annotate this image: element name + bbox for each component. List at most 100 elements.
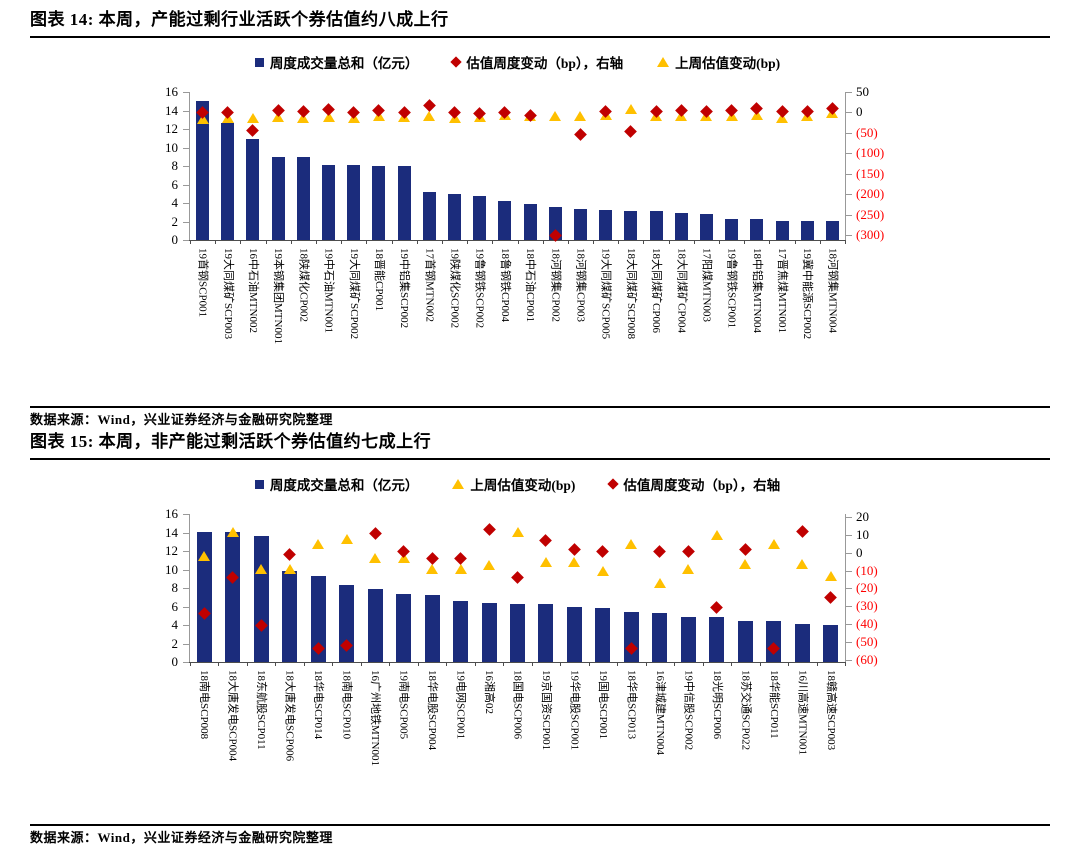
- x-axis-tick: [218, 662, 220, 666]
- bar: [725, 218, 739, 240]
- left-axis-tick-label: 12: [165, 543, 178, 558]
- x-axis-tick: [446, 662, 448, 666]
- triangle-marker: [272, 111, 285, 122]
- x-axis-tick: [275, 662, 277, 666]
- left-axis-tick-label: 2: [171, 213, 179, 229]
- bar: [481, 602, 497, 662]
- x-axis-tick: [845, 662, 846, 666]
- x-axis-label: 18大同煤矿SCP008: [624, 248, 637, 340]
- bar: [573, 208, 587, 240]
- x-axis-tick: [618, 240, 620, 244]
- x-axis-tick: [215, 240, 217, 244]
- right-axis-tick-label: (150): [856, 165, 885, 181]
- triangle-marker: [312, 538, 325, 549]
- triangle-marker: [255, 563, 268, 574]
- x-axis-label: 19鲁钢铁SCP002: [473, 248, 486, 329]
- triangle-marker: [423, 111, 436, 122]
- left-axis-tick: [183, 606, 189, 608]
- x-axis-label: 16中石油MTN002: [246, 248, 259, 333]
- x-axis-tick: [265, 240, 267, 244]
- right-axis-tick-label: (250): [856, 206, 885, 222]
- diamond-marker: [539, 534, 553, 547]
- left-axis-tick-label: 10: [165, 139, 178, 155]
- triangle-marker: [454, 563, 467, 574]
- legend-item: 上周估值变动(bp): [452, 474, 575, 494]
- x-axis-label: 18中铝集MTN004: [750, 248, 763, 333]
- x-axis-tick: [593, 240, 595, 244]
- right-axis-tick: [846, 132, 852, 134]
- figure-14-chart: 周度成交量总和（亿元） 估值周度变动（bp），右轴 上周估值变动(bp) 0 2 4 6 8 1…: [30, 38, 1050, 394]
- bar: [473, 195, 487, 240]
- x-axis-label: 17晋焦煤MTN001: [776, 248, 789, 333]
- x-axis-tick: [290, 240, 292, 244]
- left-axis-tick-label: 0: [171, 654, 179, 669]
- x-axis-tick: [643, 240, 645, 244]
- left-axis-line: [189, 514, 190, 662]
- x-axis-tick: [794, 240, 796, 244]
- bar: [296, 156, 310, 240]
- bar: [253, 536, 269, 662]
- left-axis-tick: [183, 569, 189, 571]
- bar-swatch-icon: [254, 57, 264, 67]
- x-axis-tick: [645, 662, 647, 666]
- bar: [225, 531, 241, 662]
- triangle-marker: [426, 563, 439, 574]
- triangle-marker: [549, 111, 562, 122]
- left-axis-tick: [183, 625, 189, 626]
- x-axis-label: 19中铝集SCP002: [398, 248, 411, 329]
- x-axis-tick: [560, 662, 562, 666]
- bar: [823, 625, 839, 662]
- diamond-marker: [795, 525, 809, 538]
- diamond-marker: [681, 544, 695, 558]
- triangle-marker: [653, 578, 666, 589]
- bar: [699, 214, 713, 240]
- x-axis-label: 18中石油CP001: [524, 248, 537, 322]
- triangle-marker: [511, 526, 524, 537]
- right-axis-tick: [846, 588, 852, 590]
- diamond-marker: [596, 544, 610, 558]
- legend-label: 周度成交量总和（亿元）: [269, 478, 419, 493]
- bar: [566, 607, 582, 662]
- x-axis-tick: [190, 662, 191, 666]
- diamond-marker: [624, 125, 638, 139]
- bar: [367, 588, 383, 662]
- right-axis-tick-label: 50: [856, 83, 869, 99]
- legend-item: 上周估值变动(bp): [657, 52, 780, 72]
- x-axis-label: 19首钢SCP001: [196, 248, 209, 318]
- diamond-marker: [574, 128, 587, 142]
- bar: [322, 165, 336, 240]
- diamond-marker: [368, 526, 382, 540]
- right-axis-tick-label: (20): [856, 580, 878, 596]
- x-axis-tick: [391, 240, 393, 244]
- bar: [680, 616, 696, 662]
- legend-item: 周度成交量总和（亿元）: [254, 474, 419, 494]
- left-axis-tick-label: 4: [171, 617, 179, 632]
- right-axis-tick: [846, 606, 852, 608]
- right-axis-tick: [846, 535, 852, 537]
- diamond-marker: [568, 542, 581, 556]
- bar: [221, 123, 235, 240]
- right-axis-tick-label: 0: [856, 544, 863, 560]
- chart-legend: 周度成交量总和（亿元） 估值周度变动（bp），右轴 上周估值变动(bp): [190, 52, 845, 72]
- x-axis-label: 16津城建MTN004: [653, 670, 666, 755]
- bar: [800, 220, 814, 240]
- x-axis-tick: [617, 662, 619, 666]
- x-axis-label: 18晋能CP001: [372, 248, 385, 311]
- triangle-marker: [776, 113, 789, 124]
- triangle-marker: [625, 538, 638, 549]
- bar: [453, 600, 469, 662]
- bar: [523, 203, 537, 240]
- x-axis-tick: [389, 662, 391, 666]
- x-axis-tick: [845, 240, 846, 244]
- bar: [310, 575, 326, 662]
- x-axis-tick: [668, 240, 670, 244]
- bar: [271, 156, 285, 240]
- right-axis-tick-label: (50): [856, 124, 878, 140]
- triangle-marker: [750, 110, 763, 121]
- left-axis-tick: [183, 221, 189, 223]
- figure-15-source: 数据来源：Wind，兴业证券经济与金融研究院整理: [30, 824, 1050, 846]
- triangle-marker: [796, 558, 809, 569]
- bar: [246, 139, 260, 240]
- x-axis-label: 18大唐发电SCP004: [226, 670, 239, 762]
